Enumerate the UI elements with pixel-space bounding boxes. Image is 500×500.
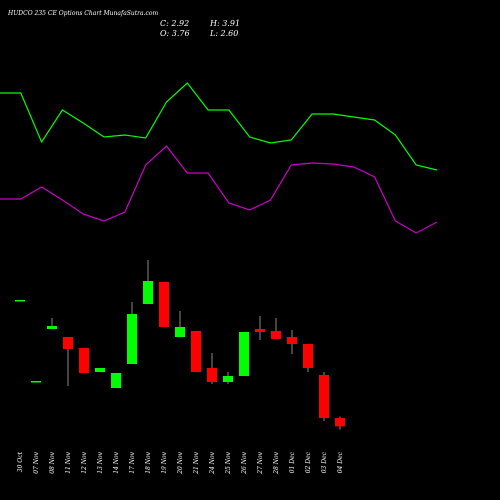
x-tick-label: 02 Dec [305,451,312,473]
x-tick-label: 14 Nov [113,451,120,473]
x-tick-label: 26 Nov [241,451,248,474]
candle-body [79,348,89,373]
candle-body [271,331,281,339]
candle-body [207,368,217,382]
chart-title: HUDCO 235 CE Options Chart MunafaSutra.c… [7,10,158,17]
candle-body [303,344,313,368]
candle-body [47,326,57,329]
candle-body [63,337,73,349]
x-tick-label: 17 Nov [129,451,136,473]
x-tick-label: 01 Dec [289,451,296,473]
x-tick-label: 27 Nov [257,451,264,474]
ohlc-close: C: 2.92 [160,19,189,28]
candle-body [175,327,185,337]
candle-body [31,381,41,383]
indicator-line [0,145,438,234]
x-tick-label: 08 Nov [49,451,56,473]
candle-body [111,373,121,388]
x-tick-label: 21 Nov [193,451,200,474]
candle-body [15,300,25,302]
candle-body [287,337,297,344]
x-tick-label: 13 Nov [97,451,104,473]
x-tick-label: 11 Nov [65,451,72,473]
ohlc-high: H: 3.91 [209,19,240,28]
candle-body [223,376,233,382]
x-tick-label: 07 Nov [33,451,40,473]
x-tick-label: 25 Nov [225,451,232,474]
x-tick-label: 12 Nov [81,451,88,473]
x-tick-label: 30 Oct [17,451,24,472]
x-tick-label: 04 Dec [337,451,344,473]
ohlc-open: O: 3.76 [160,29,190,38]
candle-body [159,282,169,327]
indicator-line [0,82,438,171]
candle-body [335,418,345,427]
x-tick-label: 19 Nov [161,451,168,473]
x-tick-label: 03 Dec [321,451,328,473]
ohlc-low: L: 2.60 [209,29,238,38]
candle-body [127,314,137,364]
x-tick-label: 20 Nov [177,451,184,474]
candle-body [143,281,153,304]
candle-body [191,331,201,372]
candle-body [255,329,265,332]
x-tick-label: 18 Nov [145,451,152,473]
candle-body [319,375,329,418]
x-tick-label: 28 Nov [273,451,280,474]
x-tick-label: 24 Nov [209,451,216,474]
candle-body [95,368,105,372]
candle-body [239,332,249,376]
